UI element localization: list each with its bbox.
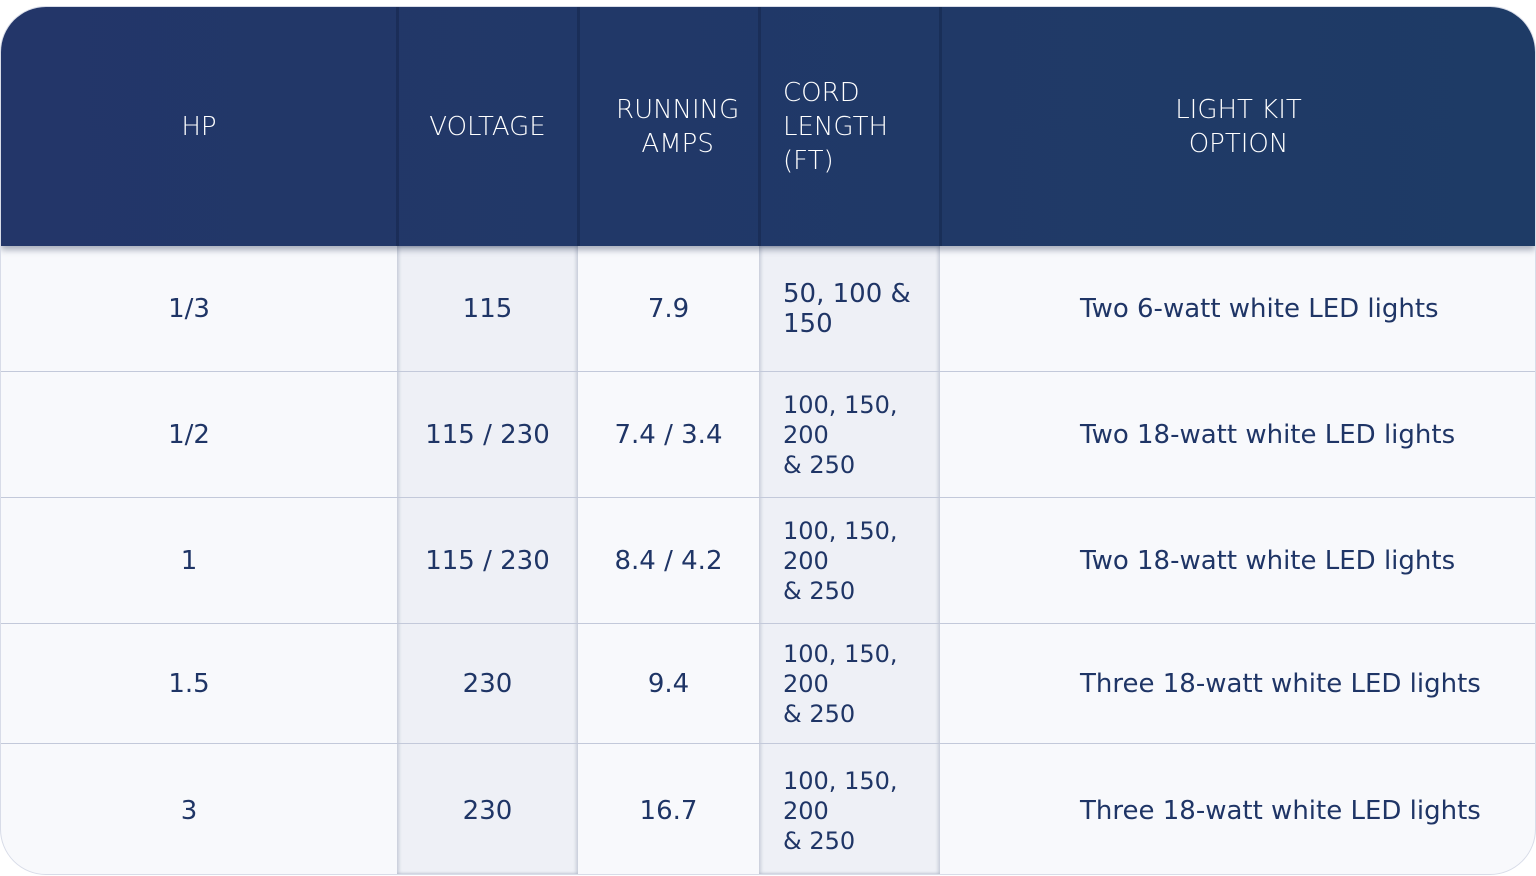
table-cell: Two 18-watt white LED lights xyxy=(1080,546,1456,576)
spec-table: HP VOLTAGE RUNNING AMPS CORD LENGTH (FT) LIG… xyxy=(0,6,1536,875)
column-divider xyxy=(758,7,761,246)
header-cell: CORD LENGTH (FT) xyxy=(783,77,889,176)
table-row: 1/2 115 / 230 7.4 / 3.4 100, 150, 200 & 250… xyxy=(1,371,1535,498)
header-cell: VOLTAGE xyxy=(429,111,546,142)
table-cell: 3 xyxy=(180,795,198,826)
table-cell: 1/3 xyxy=(168,293,210,324)
shaded-column-voltage xyxy=(397,246,578,874)
shaded-column-cord-length xyxy=(759,246,940,874)
table-cell: Three 18-watt white LED lights xyxy=(1080,795,1481,826)
table-cell: 9.4 xyxy=(647,669,690,699)
table-cell: Two 6-watt white LED lights xyxy=(1080,293,1439,324)
table-header: HP VOLTAGE RUNNING AMPS CORD LENGTH (FT) LIG… xyxy=(1,7,1535,246)
table-cell: Three 18-watt white LED lights xyxy=(1080,669,1481,699)
column-divider xyxy=(396,7,399,246)
table-row: 1/3 115 7.9 50, 100 & 150 Two 6-watt white L… xyxy=(1,246,1535,371)
table-cell: 100, 150, 200 & 250 xyxy=(783,391,898,479)
table-cell: 115 / 230 xyxy=(425,546,550,576)
table-cell: 1.5 xyxy=(168,669,210,699)
table-cell: 8.4 / 4.2 xyxy=(614,546,723,576)
table-cell: 115 / 230 xyxy=(425,420,550,450)
table-cell: 115 xyxy=(462,293,513,324)
table-cell: 7.4 / 3.4 xyxy=(614,420,723,450)
table-cell: 230 xyxy=(462,669,513,699)
table-row: 1 115 / 230 8.4 / 4.2 100, 150, 200 & 250 Tw… xyxy=(1,497,1535,624)
table-cell: 1/2 xyxy=(168,420,210,450)
table-cell: 100, 150, 200 & 250 xyxy=(783,517,898,605)
table-cell: 1 xyxy=(180,546,198,576)
header-cell: RUNNING AMPS xyxy=(616,94,740,159)
table-cell: 100, 150, 200 & 250 xyxy=(783,766,898,855)
table-cell: 16.7 xyxy=(639,795,698,826)
column-divider xyxy=(577,7,580,246)
table-cell: 50, 100 & 150 xyxy=(783,278,911,339)
table-cell: 230 xyxy=(462,795,513,826)
header-cell: HP xyxy=(181,111,217,142)
table-cell: Two 18-watt white LED lights xyxy=(1080,420,1456,450)
table-row: 3 230 16.7 100, 150, 200 & 250 Three 18-watt… xyxy=(1,743,1535,874)
header-cell: LIGHT KIT OPTION xyxy=(1175,94,1302,159)
table-row: 1.5 230 9.4 100, 150, 200 & 250 Three 18-wat… xyxy=(1,623,1535,744)
table-cell: 100, 150, 200 & 250 xyxy=(783,640,898,728)
column-divider xyxy=(939,7,942,246)
table-cell: 7.9 xyxy=(647,293,690,324)
